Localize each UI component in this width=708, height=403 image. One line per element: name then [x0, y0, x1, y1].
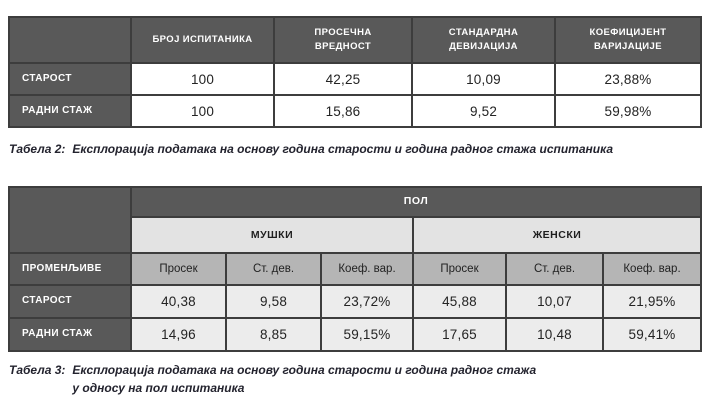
table-exploration-overall: БРОЈ ИСПИТАНИКА ПРОСЕЧНА ВРЕДНОСТ СТАНДА…: [8, 16, 702, 128]
t2-cell: 45,88: [412, 284, 507, 319]
table2-caption-text: Експлорација података на основу година с…: [72, 363, 537, 395]
t2-cell: 59,15%: [320, 317, 414, 352]
table1-caption-label: Табела 2:: [9, 142, 66, 156]
table-row: СТАРОСТ 40,38 9,58 23,72% 45,88 10,07 21…: [8, 284, 702, 319]
table-exploration-by-gender: ПОЛ МУШКИ ЖЕНСКИ ПРОМЕНЉИВЕ Просек Ст. д…: [8, 186, 702, 352]
t1-cell: 100: [130, 62, 275, 96]
t1-col-header-prosecna: ПРОСЕЧНА ВРЕДНОСТ: [273, 16, 413, 64]
t2-group-muski: МУШКИ: [130, 216, 414, 254]
t2-stat-header: Просек: [412, 252, 507, 286]
t1-corner-cell: [8, 16, 132, 64]
t1-col-header-standardna: СТАНДАРДНА ДЕВИЈАЦИЈА: [411, 16, 556, 64]
t2-stat-header: Ст. дев.: [225, 252, 322, 286]
t2-stat-header-row: ПРОМЕНЉИВЕ Просек Ст. дев. Коеф. вар. Пр…: [8, 252, 702, 286]
t1-col-header-broj: БРОЈ ИСПИТАНИКА: [130, 16, 275, 64]
t2-stat-header: Коеф. вар.: [602, 252, 702, 286]
t2-group-header-pol: ПОЛ: [130, 186, 702, 218]
table-row: СТАРОСТ 100 42,25 10,09 23,88%: [8, 62, 702, 96]
t2-group-row: МУШКИ ЖЕНСКИ: [9, 216, 702, 254]
t2-gender-header-row: ПОЛ: [8, 186, 702, 254]
t1-cell: 15,86: [273, 94, 413, 128]
t2-stat-header: Ст. дев.: [505, 252, 604, 286]
t1-header-row: БРОЈ ИСПИТАНИКА ПРОСЕЧНА ВРЕДНОСТ СТАНДА…: [8, 16, 702, 64]
table1-caption: Табела 2: Експлорација података на основ…: [9, 140, 700, 158]
t1-row-label-starost: СТАРОСТ: [8, 62, 132, 96]
t2-cell: 10,07: [505, 284, 604, 319]
t1-cell: 9,52: [411, 94, 556, 128]
t2-cell: 59,41%: [602, 317, 702, 352]
t2-cell: 21,95%: [602, 284, 702, 319]
table-row: РАДНИ СТАЖ 100 15,86 9,52 59,98%: [8, 94, 702, 128]
t2-cell: 17,65: [412, 317, 507, 352]
t2-corner-cell: [8, 186, 132, 254]
t2-cell: 8,85: [225, 317, 322, 352]
t2-cell: 9,58: [225, 284, 322, 319]
t2-stat-header: Коеф. вар.: [320, 252, 414, 286]
t1-cell: 100: [130, 94, 275, 128]
t1-cell: 10,09: [411, 62, 556, 96]
t2-cell: 40,38: [130, 284, 227, 319]
t2-cell: 14,96: [130, 317, 227, 352]
t1-cell: 23,88%: [554, 62, 702, 96]
table2-caption-label: Табела 3:: [9, 363, 66, 377]
t2-row-label-starost: СТАРОСТ: [8, 284, 132, 319]
t2-stat-header: Просек: [130, 252, 227, 286]
t2-row-label-radni-staz: РАДНИ СТАЖ: [8, 317, 132, 352]
table2-caption: Табела 3: Експлорација података на основ…: [9, 361, 700, 397]
table1-caption-text: Експлорација података на основу година с…: [72, 142, 613, 156]
spacer: [8, 158, 700, 186]
t1-col-header-koeficijent: КОЕФИЦИЈЕНТ ВАРИЈАЦИЈЕ: [554, 16, 702, 64]
t2-row-label-promenljive: ПРОМЕНЉИВЕ: [8, 252, 132, 286]
table-row: РАДНИ СТАЖ 14,96 8,85 59,15% 17,65 10,48…: [8, 317, 702, 352]
t1-cell: 59,98%: [554, 94, 702, 128]
t1-cell: 42,25: [273, 62, 413, 96]
t2-cell: 10,48: [505, 317, 604, 352]
t1-row-label-radni-staz: РАДНИ СТАЖ: [8, 94, 132, 128]
t2-cell: 23,72%: [320, 284, 414, 319]
t2-group-zenski: ЖЕНСКИ: [412, 216, 702, 254]
